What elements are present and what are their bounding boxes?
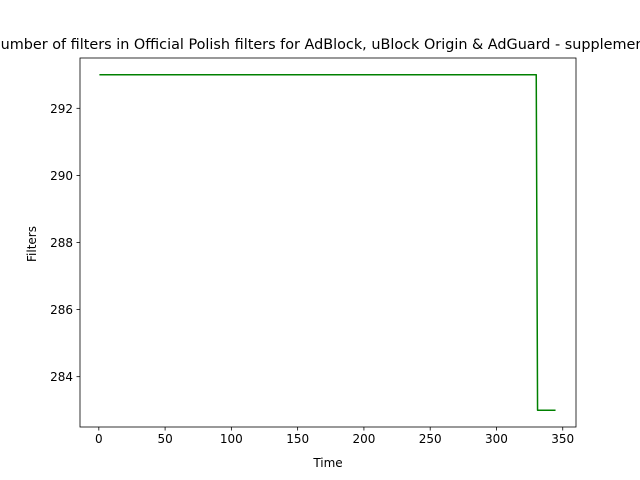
- x-tick-label: 350: [551, 432, 574, 446]
- x-tick-label: 0: [95, 432, 103, 446]
- plot-area: 0 50 100 150 200 250 300 350 284 286 288 290 292: [50, 57, 577, 446]
- series-line-0: [99, 74, 556, 411]
- y-tick-label: 290: [50, 169, 73, 183]
- x-tick-label: 250: [419, 432, 442, 446]
- x-tick-label: 50: [157, 432, 172, 446]
- y-axis-label: Filters: [25, 226, 39, 262]
- y-tick-label: 288: [50, 236, 73, 250]
- chart-title: Number of filters in Official Polish fil…: [0, 37, 640, 53]
- y-tick-label: 286: [50, 303, 73, 317]
- x-tick-label: 200: [352, 432, 375, 446]
- y-tick-label: 284: [50, 370, 73, 384]
- x-tick-label: 300: [485, 432, 508, 446]
- x-axis-label: Time: [312, 456, 342, 470]
- x-tick-label: 150: [286, 432, 309, 446]
- y-tick-label: 292: [50, 102, 73, 116]
- x-tick-label: 100: [220, 432, 243, 446]
